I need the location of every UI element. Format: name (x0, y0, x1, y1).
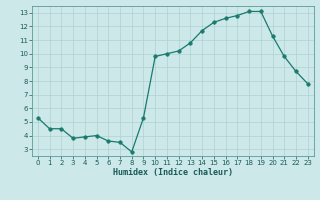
X-axis label: Humidex (Indice chaleur): Humidex (Indice chaleur) (113, 168, 233, 177)
